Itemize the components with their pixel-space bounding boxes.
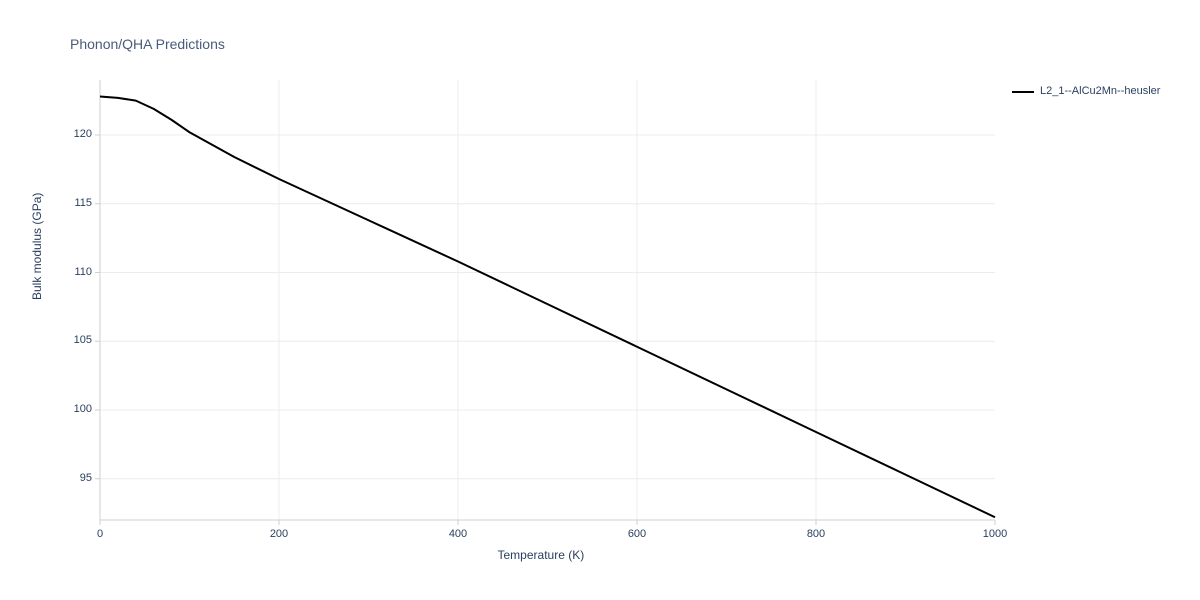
x-tick-label: 200	[264, 528, 294, 540]
x-tick-label: 800	[801, 528, 831, 540]
x-tick-label: 400	[443, 528, 473, 540]
y-tick-label: 115	[60, 197, 92, 209]
x-axis-label: Temperature (K)	[498, 548, 585, 562]
y-tick-label: 120	[60, 128, 92, 140]
y-tick-label: 105	[60, 334, 92, 346]
series-line	[100, 97, 995, 518]
x-tick-label: 600	[622, 528, 652, 540]
x-tick-label: 1000	[980, 528, 1010, 540]
y-tick-label: 100	[60, 403, 92, 415]
y-axis-label: Bulk modulus (GPa)	[30, 193, 44, 300]
x-tick-label: 0	[85, 528, 115, 540]
legend-label: L2_1--AlCu2Mn--heusler	[1040, 85, 1160, 97]
legend-line	[1012, 91, 1034, 93]
y-tick-label: 110	[60, 266, 92, 278]
y-tick-label: 95	[60, 472, 92, 484]
line-chart	[0, 0, 1200, 600]
